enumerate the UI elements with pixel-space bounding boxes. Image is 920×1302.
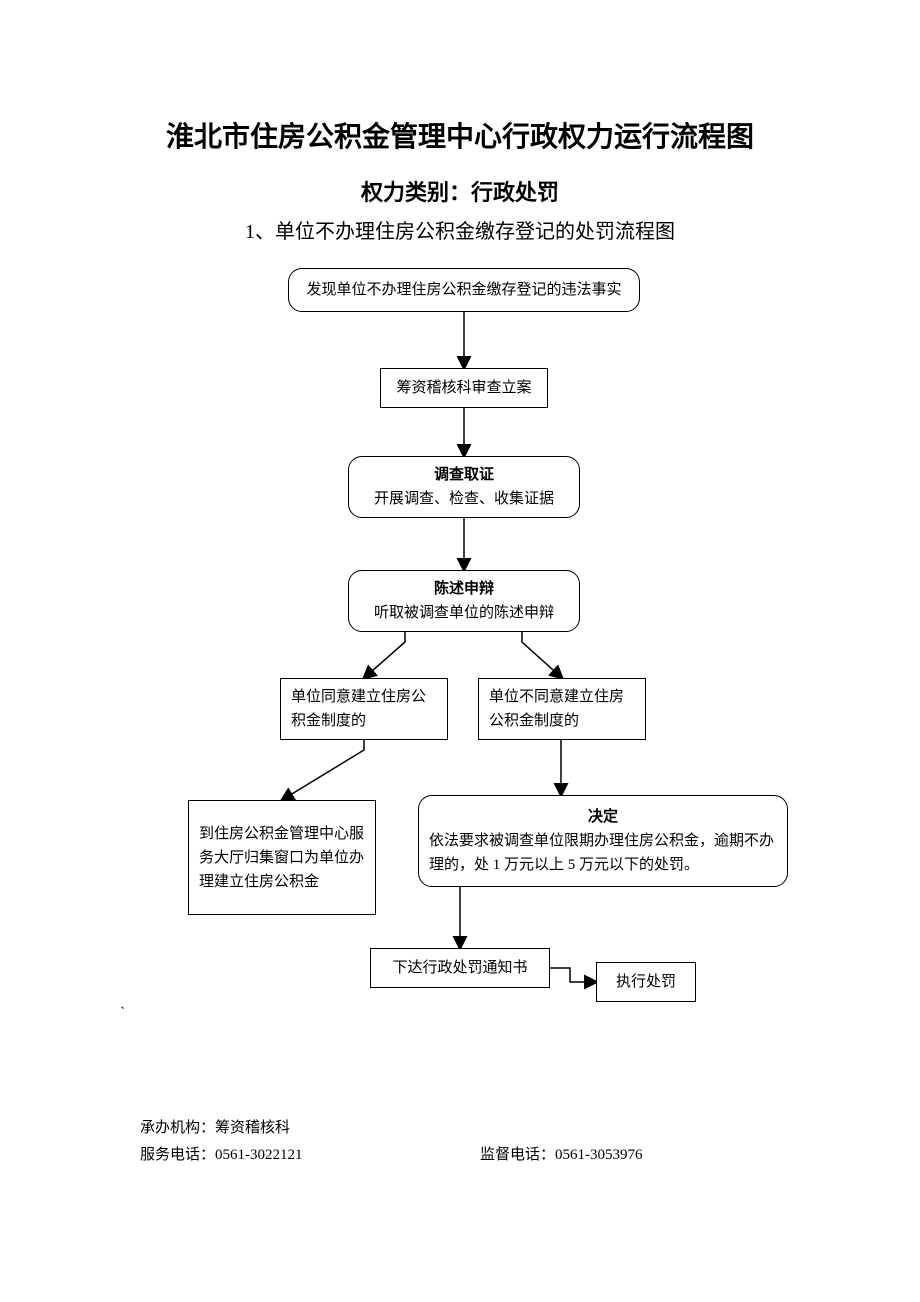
node-title: 决定	[429, 805, 777, 829]
node-text: 发现单位不办理住房公积金缴存登记的违法事实	[299, 278, 629, 302]
node-text: 听取被调查单位的陈述申辩	[359, 601, 569, 625]
footer-org: 承办机构：筹资稽核科	[140, 1115, 290, 1142]
node-title: 调查取证	[359, 463, 569, 487]
node-text: 单位同意建立住房公积金制度的	[291, 685, 437, 733]
node-file-case: 筹资稽核科审查立案	[380, 368, 548, 408]
footer-org-label: 承办机构：	[140, 1120, 215, 1136]
footer-service: 服务电话：0561-3022121	[140, 1142, 303, 1169]
title-main: 淮北市住房公积金管理中心行政权力运行流程图	[0, 115, 920, 155]
node-text: 筹资稽核科审查立案	[391, 376, 537, 400]
node-text: 依法要求被调查单位限期办理住房公积金，逾期不办理的，处 1 万元以上 5 万元以…	[429, 829, 777, 877]
footer-org-value: 筹资稽核科	[215, 1120, 290, 1136]
footer-service-label: 服务电话：	[140, 1147, 215, 1163]
footer-supervise: 监督电话：0561-3053976	[480, 1142, 643, 1169]
node-text: 开展调查、检查、收集证据	[359, 487, 569, 511]
page-root: 淮北市住房公积金管理中心行政权力运行流程图 权力类别：行政处罚 1、单位不办理住…	[0, 0, 920, 1302]
node-investigate: 调查取证 开展调查、检查、收集证据	[348, 456, 580, 518]
node-execute-penalty: 执行处罚	[596, 962, 696, 1002]
footer-service-value: 0561-3022121	[215, 1147, 303, 1163]
node-penalty-notice: 下达行政处罚通知书	[370, 948, 550, 988]
node-agree: 单位同意建立住房公积金制度的	[280, 678, 448, 740]
stray-backtick: `	[120, 1005, 125, 1022]
footer-supervise-label: 监督电话：	[480, 1147, 555, 1163]
node-title: 陈述申辩	[359, 577, 569, 601]
node-service-hall: 到住房公积金管理中心服务大厅归集窗口为单位办理建立住房公积金	[188, 800, 376, 915]
node-statement: 陈述申辩 听取被调查单位的陈述申辩	[348, 570, 580, 632]
node-text: 到住房公积金管理中心服务大厅归集窗口为单位办理建立住房公积金	[199, 822, 365, 894]
node-text: 执行处罚	[607, 970, 685, 994]
node-text: 单位不同意建立住房公积金制度的	[489, 685, 635, 733]
node-discover-violation: 发现单位不办理住房公积金缴存登记的违法事实	[288, 268, 640, 312]
node-disagree: 单位不同意建立住房公积金制度的	[478, 678, 646, 740]
title-section: 1、单位不办理住房公积金缴存登记的处罚流程图	[0, 215, 920, 244]
footer-supervise-value: 0561-3053976	[555, 1147, 643, 1163]
node-text: 下达行政处罚通知书	[381, 956, 539, 980]
node-decision: 决定 依法要求被调查单位限期办理住房公积金，逾期不办理的，处 1 万元以上 5 …	[418, 795, 788, 887]
title-sub: 权力类别：行政处罚	[0, 175, 920, 207]
